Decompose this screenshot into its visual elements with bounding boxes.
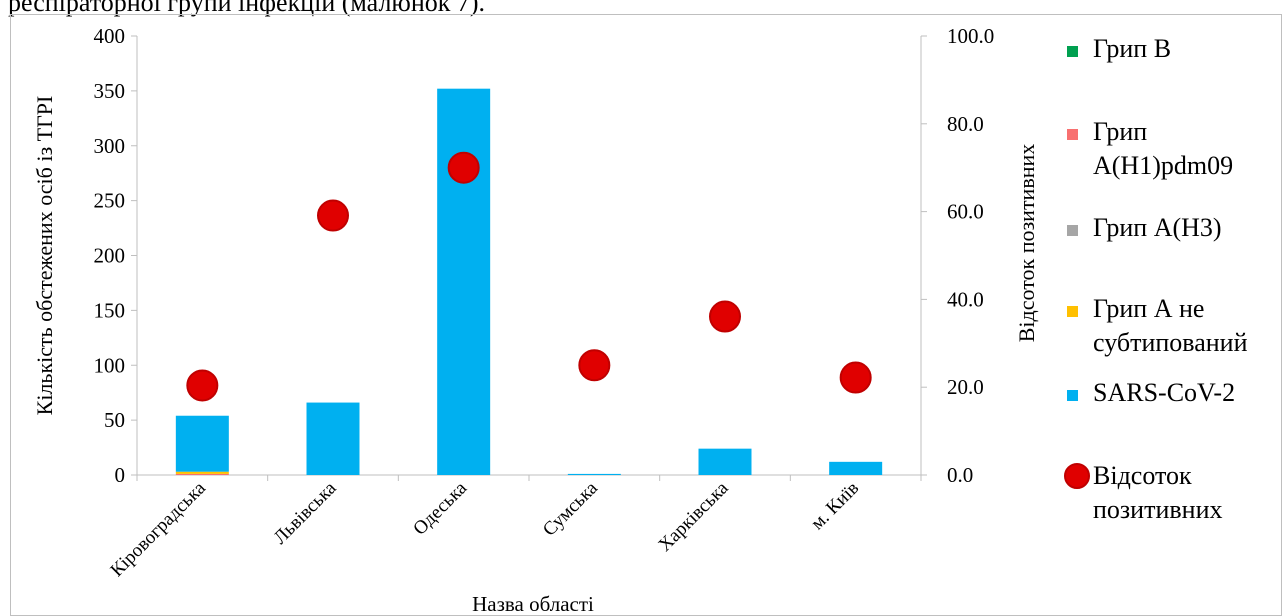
x-tick-label: Сумська [539,477,602,540]
y-tick-label-right: 80.0 [947,112,984,136]
percent-point [839,361,872,394]
x-tick-label: м. Київ [807,478,863,534]
y-tick-label-left: 400 [94,24,126,48]
bar-sars-cov-2 [829,461,883,475]
bar-sars-cov-2 [567,473,621,475]
y-tick-label-right: 100.0 [947,24,994,48]
legend-swatch [1067,225,1078,236]
percent-point [186,369,219,402]
legend-label: Грип А(Н3) [1093,213,1222,242]
y-axis-title-right: Відсоток позитивних [1014,144,1039,343]
bar-sars-cov-2 [175,415,229,472]
legend-label: A(H1)pdm09 [1093,151,1233,180]
x-tick-label: Харківська [654,477,733,556]
y-tick-label-left: 300 [94,134,126,158]
legend-label: Грип [1093,117,1147,146]
percent-point [578,349,611,382]
legend-label: Грип А не [1093,294,1204,323]
page-caption: респіраторної групи інфекцій (малюнок 7)… [8,0,486,17]
y-tick-label-left: 0 [115,463,126,487]
legend-swatch [1067,390,1078,401]
bar-sars-cov-2 [437,88,491,476]
x-axis-title: Назва області [472,592,594,616]
legend-label: SARS-CoV-2 [1093,378,1235,407]
y-tick-label-left: 150 [94,298,126,322]
legend-label: позитивних [1093,495,1222,524]
percent-point [317,199,349,232]
legend-swatch [1067,46,1078,57]
legend-label: субтипований [1093,328,1248,357]
x-tick-label: Львівська [270,477,341,548]
y-tick-label-left: 350 [94,79,126,103]
bar-грип-a(h1)pdm09 [175,473,229,475]
legend-label: Відсоток [1093,461,1192,490]
y-axis-title-left: Кількість обстежених осіб із ТГРІ [32,96,57,416]
bar-грип-а-не-субтипований [175,471,229,474]
y-tick-label-right: 20.0 [947,375,984,399]
legend-swatch [1067,129,1078,140]
percent-point [709,300,741,333]
bar-sars-cov-2 [306,402,360,475]
y-tick-label-left: 100 [94,353,126,377]
legend-label: Грип В [1093,34,1171,63]
bar-sars-cov-2 [698,448,752,475]
y-tick-label-left: 200 [94,244,126,268]
x-tick-label: Кіровоградська [107,477,211,581]
x-tick-label: Одеська [409,477,471,539]
y-tick-label-right: 40.0 [947,287,984,311]
y-tick-label-left: 50 [104,408,125,432]
legend-swatch [1067,306,1078,317]
legend-swatch-circle [1064,463,1090,489]
percent-point [447,151,480,184]
y-tick-label-left: 250 [94,189,126,213]
y-tick-label-right: 60.0 [947,200,984,224]
y-tick-label-right: 0.0 [947,463,973,487]
